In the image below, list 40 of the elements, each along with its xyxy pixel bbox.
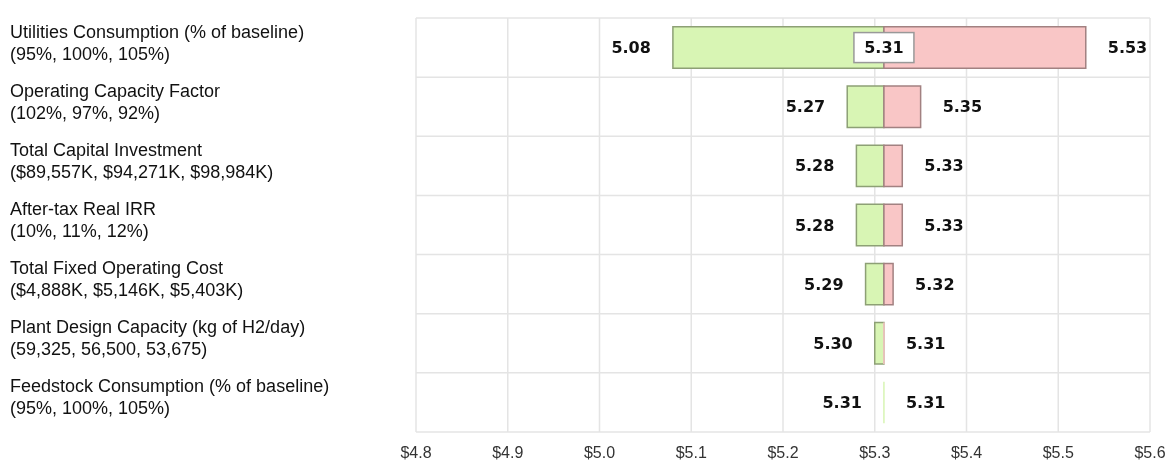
annotation: 5.33 xyxy=(924,156,964,176)
bar xyxy=(846,85,885,129)
annotation: 5.31 xyxy=(905,333,946,353)
annotation: 5.53 xyxy=(1107,38,1148,58)
annotation: 5.31 xyxy=(822,393,862,413)
y-tick-label: Total Fixed Operating Cost ($4,888K, $5,146K, $5,403K) xyxy=(10,258,244,301)
annotation: 5.28 xyxy=(794,156,835,176)
y-tick-label: After-tax Real IRR (10%, 11%, 12%) xyxy=(10,199,157,241)
y-tick-label: Feedstock Consumption (% of baseline) (95%, 100%, 105%) xyxy=(10,376,330,419)
bar xyxy=(855,144,885,188)
annotation: 5.32 xyxy=(915,274,955,294)
annotation: 5.28 xyxy=(794,215,835,235)
bar xyxy=(883,262,894,306)
x-tick-label: $5.6 xyxy=(1134,444,1166,461)
y-tick-label: Utilities Consumption (% of baseline) (95%, 100%, 105%) xyxy=(10,21,305,64)
annotation: 5.27 xyxy=(785,97,826,117)
bar xyxy=(883,85,922,129)
annotation: 5.31 xyxy=(905,393,946,413)
annotation: 5.33 xyxy=(924,215,964,235)
y-tick-label: Total Capital Investment ($89,557K, $94,271K, $98,984K) xyxy=(10,139,274,182)
y-tick-label: Plant Design Capacity (kg of H2/day) (59,325, 56,500, 53,675) xyxy=(10,317,306,360)
annotation: 5.29 xyxy=(804,274,844,294)
annotation: 5.31 xyxy=(864,38,904,58)
x-tick-label: $5.0 xyxy=(583,444,616,461)
x-tick-label: $5.3 xyxy=(859,444,891,461)
x-tick-label: $4.9 xyxy=(492,444,524,461)
x-tick-label: $5.5 xyxy=(1042,444,1074,461)
annotation: 5.35 xyxy=(942,97,983,117)
bar xyxy=(864,262,885,306)
bar xyxy=(883,144,904,188)
annotation: 5.08 xyxy=(611,38,651,58)
bar xyxy=(855,203,885,247)
annotation: 5.30 xyxy=(813,333,853,353)
x-tick-label: $5.2 xyxy=(767,444,799,461)
bar xyxy=(883,203,904,247)
x-tick-label: $5.4 xyxy=(950,444,983,461)
x-tick-label: $4.8 xyxy=(400,444,432,461)
x-tick-label: $5.1 xyxy=(675,444,707,461)
y-tick-label: Operating Capacity Factor (102%, 97%, 92%) xyxy=(10,80,221,123)
bar xyxy=(874,321,885,365)
